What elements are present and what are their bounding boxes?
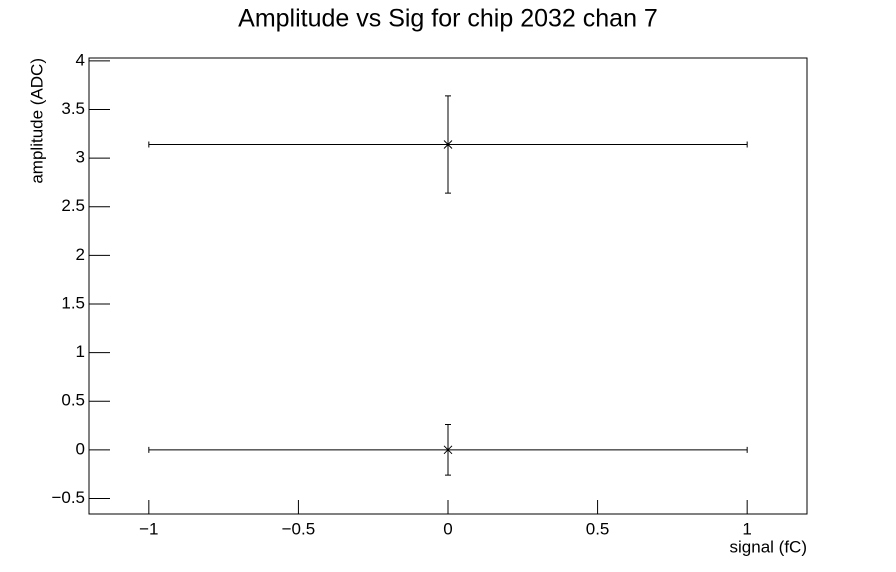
- x-tick-label: 0.5: [586, 519, 610, 538]
- y-tick-label: 3.5: [61, 99, 85, 118]
- chart-title: Amplitude vs Sig for chip 2032 chan 7: [238, 5, 658, 33]
- y-tick-label: 1: [76, 342, 85, 361]
- y-tick-label: 4: [76, 50, 85, 69]
- y-tick-label: 0.5: [61, 391, 85, 410]
- y-tick-label: 0: [76, 439, 85, 458]
- x-tick-label: 1: [742, 519, 751, 538]
- y-tick-label: 2: [76, 245, 85, 264]
- y-tick-label: 2.5: [61, 196, 85, 215]
- y-tick-label: −0.5: [51, 488, 85, 507]
- x-tick-label: −0.5: [282, 519, 316, 538]
- y-tick-label: 3: [76, 148, 85, 167]
- y-axis-label: amplitude (ADC): [27, 58, 46, 184]
- y-tick-label: 1.5: [61, 293, 85, 312]
- x-tick-label: −1: [139, 519, 158, 538]
- point-marker: [443, 140, 453, 149]
- point-marker: [443, 445, 453, 455]
- x-axis-label: signal (fC): [730, 537, 807, 556]
- x-tick-label: 0: [443, 519, 452, 538]
